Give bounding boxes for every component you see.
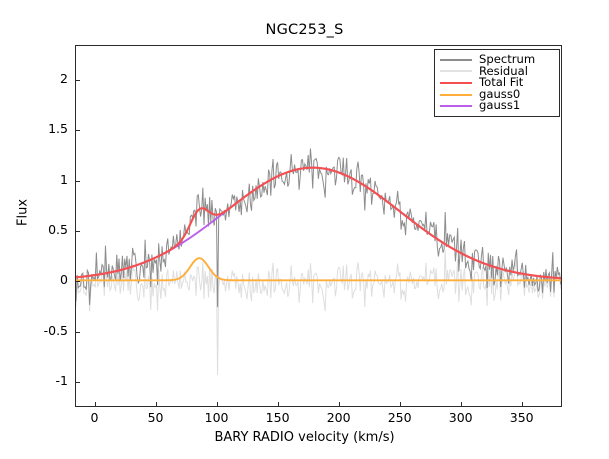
- legend-color-swatch: [440, 58, 472, 61]
- page-title: NGC253_S: [265, 22, 344, 38]
- legend-item-label: Total Fit: [479, 75, 524, 90]
- legend-item: Residual: [440, 63, 554, 78]
- y-tick-label: 0.5: [48, 222, 68, 238]
- residual-series: [76, 250, 561, 375]
- y-tick: [75, 381, 80, 383]
- legend-item: Total Fit: [440, 77, 554, 89]
- x-tick: [399, 402, 401, 407]
- spectrum-series: [76, 148, 561, 308]
- y-tick: [75, 180, 80, 182]
- x-tick: [94, 402, 96, 407]
- legend-color-swatch: [440, 70, 472, 73]
- x-tick-label: 50: [147, 410, 164, 425]
- y-tick: [75, 80, 80, 82]
- x-tick-label: 300: [448, 410, 473, 425]
- x-tick: [521, 402, 523, 407]
- legend-item-label: gauss1: [479, 98, 521, 113]
- y-tick: [75, 231, 80, 233]
- x-tick-label: 100: [204, 410, 229, 425]
- y-tick: [75, 281, 80, 283]
- y-tick-label: -0.5: [43, 322, 68, 338]
- y-tick-label: 1.5: [48, 121, 68, 137]
- legend-color-swatch: [440, 81, 472, 84]
- legend-item-label: Residual: [479, 63, 528, 78]
- x-tick: [460, 402, 462, 407]
- x-tick-label: 150: [265, 410, 290, 425]
- y-axis-label: Flux: [15, 198, 31, 227]
- legend-item: Spectrum: [440, 52, 554, 66]
- legend: Spectrum Residual Total Fit gauss0 gauss1: [434, 49, 560, 117]
- legend-item-label: Spectrum: [479, 52, 536, 66]
- x-tick: [155, 402, 157, 407]
- y-tick: [75, 130, 80, 132]
- y-tick: [75, 331, 80, 333]
- legend-color-swatch: [440, 93, 472, 96]
- x-axis-label: BARY RADIO velocity (km/s): [214, 430, 395, 445]
- legend-item-label: gauss0: [479, 86, 521, 101]
- legend-item: gauss1: [440, 100, 554, 112]
- y-tick-label: 0: [60, 272, 68, 288]
- y-tick-label: 1: [60, 171, 68, 187]
- plot-canvas: [76, 148, 561, 375]
- x-tick-label: 0: [90, 410, 99, 425]
- total-fit-series: [76, 166, 561, 280]
- legend-color-swatch: [440, 105, 472, 108]
- x-tick: [277, 402, 279, 407]
- x-tick-label: 350: [509, 410, 534, 425]
- x-tick: [216, 402, 218, 407]
- gauss0-series: [76, 257, 561, 282]
- y-tick-label: -1: [55, 372, 68, 388]
- legend-item: gauss0: [440, 86, 554, 101]
- x-tick-label: 250: [387, 410, 412, 425]
- x-tick-label: 200: [326, 410, 351, 425]
- x-tick: [338, 402, 340, 407]
- y-tick-label: 2: [60, 71, 68, 87]
